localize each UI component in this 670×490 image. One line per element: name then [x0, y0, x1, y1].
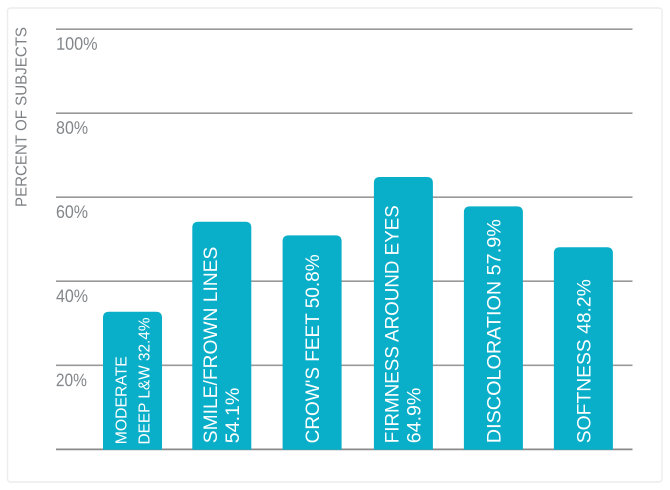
- svg-text:100%: 100%: [56, 34, 98, 54]
- svg-text:DEEP L&W 32.4%: DEEP L&W 32.4%: [136, 317, 153, 444]
- svg-text:SOFTNESS 48.2%: SOFTNESS 48.2%: [574, 279, 595, 443]
- svg-text:PERCENT OF SUBJECTS: PERCENT OF SUBJECTS: [14, 27, 31, 207]
- svg-text:CROW'S FEET 50.8%: CROW'S FEET 50.8%: [303, 254, 324, 443]
- svg-text:SMILE/FROWN LINES: SMILE/FROWN LINES: [201, 247, 222, 443]
- svg-text:40%: 40%: [56, 286, 88, 306]
- svg-text:60%: 60%: [56, 202, 88, 222]
- svg-text:DISCOLORATION 57.9%: DISCOLORATION 57.9%: [484, 219, 505, 443]
- svg-text:FIRMNESS AROUND EYES: FIRMNESS AROUND EYES: [383, 205, 404, 443]
- svg-text:54.1%: 54.1%: [223, 388, 244, 444]
- svg-text:20%: 20%: [56, 370, 87, 390]
- svg-text:64.9%: 64.9%: [404, 388, 425, 444]
- svg-text:80%: 80%: [56, 118, 88, 138]
- svg-text:MODERATE: MODERATE: [114, 356, 131, 444]
